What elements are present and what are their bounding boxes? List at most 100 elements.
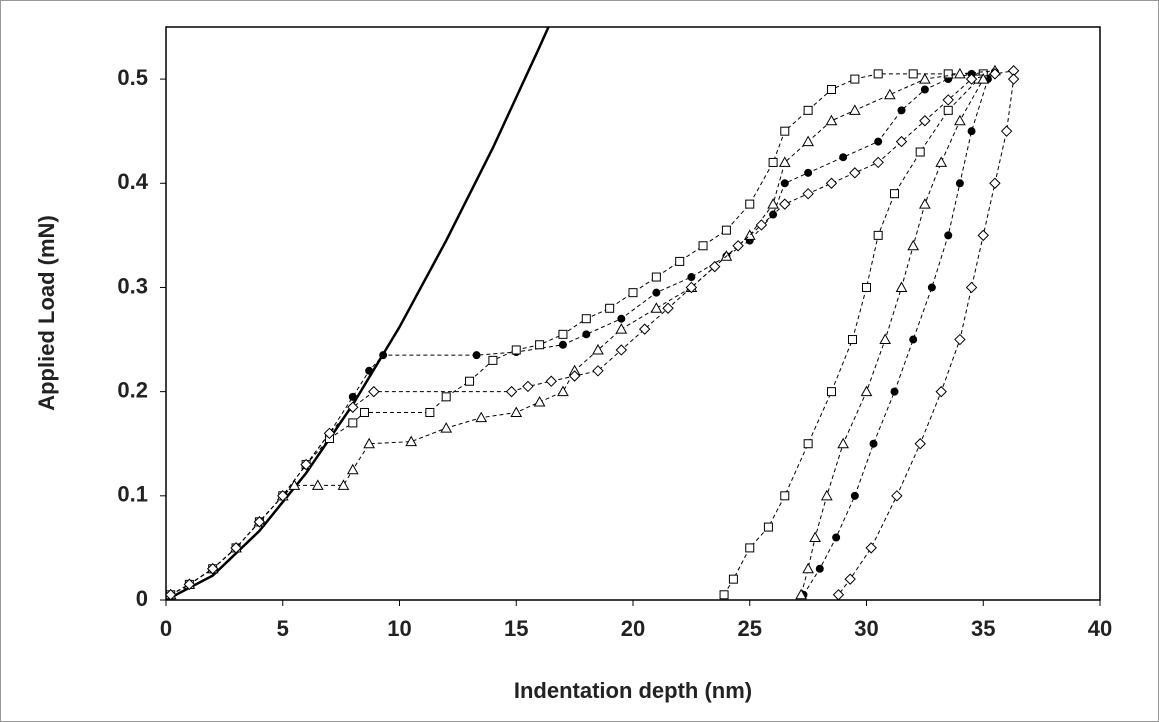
point bbox=[662, 302, 674, 314]
point bbox=[745, 543, 755, 553]
point bbox=[832, 533, 841, 542]
point bbox=[849, 167, 861, 179]
point bbox=[440, 422, 453, 433]
point bbox=[803, 439, 813, 449]
point bbox=[825, 177, 838, 189]
point bbox=[954, 67, 966, 79]
point bbox=[967, 127, 976, 136]
x-tick-label: 30 bbox=[854, 616, 878, 641]
point bbox=[488, 355, 498, 365]
point bbox=[323, 427, 336, 440]
point bbox=[804, 168, 813, 177]
point bbox=[348, 418, 358, 428]
point bbox=[767, 198, 779, 209]
x-axis-title: Indentation depth (nm) bbox=[514, 678, 752, 703]
point bbox=[919, 198, 931, 209]
point bbox=[895, 135, 908, 148]
point bbox=[300, 458, 312, 471]
point bbox=[943, 69, 953, 79]
y-tick-label: 0.4 bbox=[117, 169, 148, 194]
point bbox=[989, 177, 1001, 189]
point bbox=[919, 73, 931, 84]
point bbox=[348, 392, 357, 401]
point bbox=[965, 281, 978, 294]
point bbox=[802, 187, 814, 200]
point bbox=[837, 437, 849, 449]
point bbox=[850, 491, 859, 500]
point bbox=[935, 156, 948, 167]
point bbox=[465, 376, 475, 386]
point bbox=[826, 85, 836, 95]
point bbox=[943, 105, 953, 115]
point bbox=[405, 435, 418, 447]
point bbox=[472, 351, 481, 360]
connector-line bbox=[170, 71, 997, 596]
point bbox=[890, 387, 899, 396]
y-tick-label: 0.1 bbox=[117, 482, 148, 507]
point bbox=[920, 85, 929, 94]
point bbox=[687, 273, 696, 282]
point bbox=[873, 69, 883, 79]
point bbox=[954, 333, 966, 346]
point bbox=[895, 281, 908, 292]
point bbox=[183, 578, 196, 591]
point bbox=[277, 490, 289, 502]
point bbox=[780, 126, 790, 136]
point bbox=[860, 385, 873, 397]
point bbox=[557, 385, 569, 397]
point bbox=[780, 179, 789, 188]
point bbox=[802, 135, 814, 147]
point bbox=[820, 489, 833, 501]
point bbox=[728, 574, 738, 584]
point bbox=[909, 335, 918, 344]
point bbox=[844, 573, 856, 585]
point bbox=[914, 438, 926, 450]
point bbox=[891, 490, 903, 502]
point bbox=[908, 69, 918, 79]
point bbox=[872, 156, 884, 169]
point bbox=[919, 115, 931, 127]
point bbox=[638, 323, 651, 335]
point bbox=[615, 323, 628, 334]
point bbox=[651, 272, 661, 282]
point bbox=[652, 288, 661, 297]
point bbox=[363, 437, 375, 449]
x-tick-label: 10 bbox=[387, 616, 411, 641]
point bbox=[809, 531, 821, 542]
point bbox=[206, 563, 219, 575]
x-tick-label: 20 bbox=[621, 616, 645, 641]
point bbox=[615, 344, 628, 356]
point bbox=[379, 351, 388, 360]
point bbox=[879, 333, 892, 345]
point bbox=[815, 564, 824, 573]
point bbox=[847, 335, 857, 345]
point bbox=[732, 240, 744, 252]
y-tick-label: 0.5 bbox=[117, 65, 148, 90]
point bbox=[977, 73, 990, 84]
y-tick-label: 0.2 bbox=[117, 377, 148, 402]
point bbox=[884, 88, 896, 100]
point bbox=[965, 73, 978, 85]
point bbox=[755, 219, 768, 231]
point bbox=[942, 94, 954, 106]
point bbox=[907, 239, 920, 251]
point bbox=[848, 104, 861, 115]
point bbox=[832, 589, 845, 600]
point bbox=[617, 314, 626, 323]
point bbox=[803, 105, 813, 115]
point bbox=[745, 199, 755, 209]
point bbox=[511, 345, 521, 355]
point bbox=[825, 114, 838, 126]
point bbox=[522, 380, 534, 393]
point bbox=[721, 225, 731, 235]
point bbox=[698, 241, 708, 251]
point bbox=[763, 522, 773, 532]
y-tick-label: 0 bbox=[136, 586, 148, 611]
point bbox=[253, 516, 266, 528]
point bbox=[346, 463, 359, 475]
point bbox=[592, 365, 604, 377]
point bbox=[955, 179, 964, 188]
point bbox=[977, 229, 989, 242]
